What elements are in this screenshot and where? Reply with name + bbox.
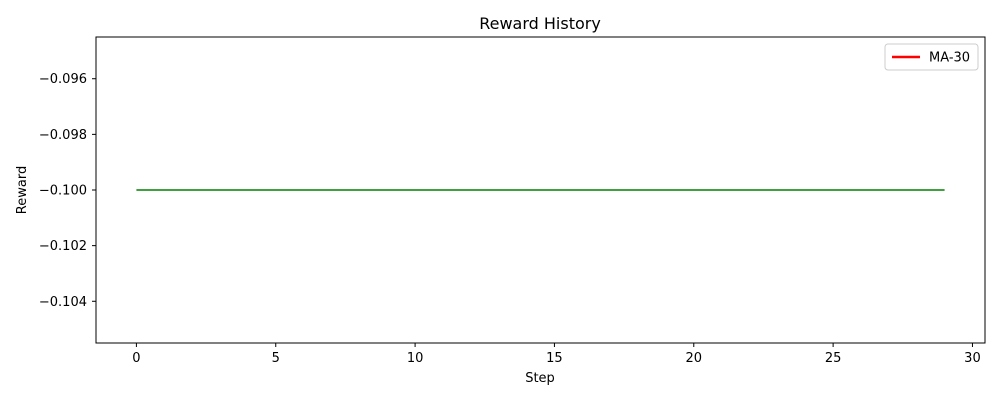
y-axis-label: Reward [15, 166, 30, 214]
y-tick-label: −0.100 [39, 184, 87, 199]
x-tick-label: 0 [132, 351, 140, 366]
y-tick-label: −0.104 [39, 295, 87, 310]
y-tick-label: −0.102 [39, 239, 87, 254]
y-tick-label: −0.098 [39, 128, 87, 143]
x-tick-label: 15 [546, 351, 563, 366]
legend-label: MA-30 [929, 51, 970, 66]
y-tick-label: −0.096 [39, 72, 87, 87]
x-axis-label: Step [525, 371, 555, 386]
legend: MA-30 [884, 43, 979, 71]
x-tick-label: 25 [825, 351, 842, 366]
plot-area [95, 36, 986, 344]
legend-box [884, 43, 979, 71]
y-axis-ticks: −0.096 −0.098 −0.100 −0.102 −0.104 [39, 72, 96, 310]
x-tick-label: 30 [964, 351, 981, 366]
x-axis-ticks: 0 5 10 15 20 25 30 [132, 343, 981, 366]
x-tick-label: 5 [272, 351, 280, 366]
x-tick-label: 20 [686, 351, 703, 366]
x-tick-label: 10 [407, 351, 424, 366]
chart-title: Reward History [479, 14, 601, 33]
